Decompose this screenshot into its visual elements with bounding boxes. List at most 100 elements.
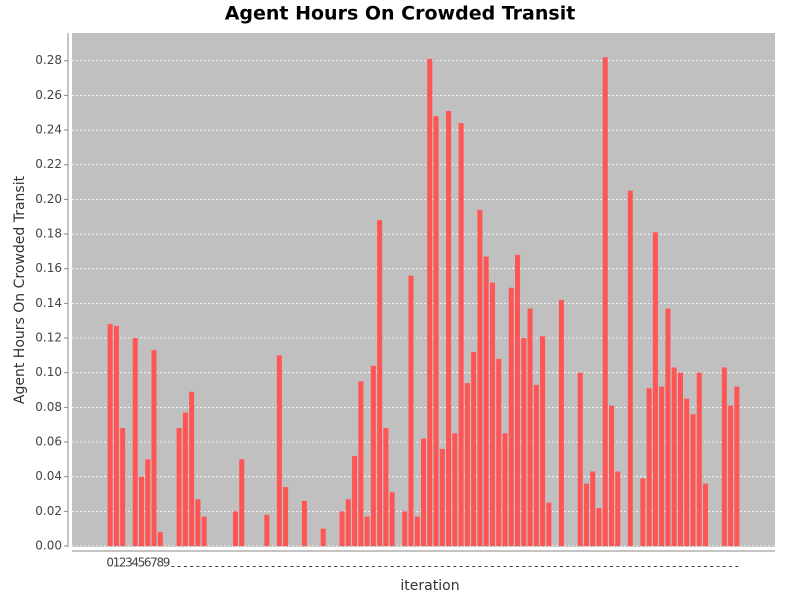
chart-title: Agent Hours On Crowded Transit bbox=[225, 3, 576, 25]
bar bbox=[684, 398, 690, 546]
bar bbox=[665, 308, 671, 546]
bar bbox=[132, 338, 138, 546]
x-tick-dots bbox=[678, 566, 682, 567]
x-tick-dots bbox=[660, 566, 664, 567]
x-tick-label: 5 bbox=[138, 556, 146, 570]
x-tick-dots bbox=[434, 566, 438, 567]
y-tick-label: 0.00 bbox=[35, 539, 62, 553]
x-tick-dots bbox=[522, 566, 526, 567]
x-tick-dots bbox=[697, 566, 701, 567]
x-tick-dots bbox=[353, 566, 357, 567]
x-tick-dots bbox=[666, 566, 670, 567]
bar bbox=[389, 492, 395, 546]
bar bbox=[370, 365, 376, 546]
x-tick-dots bbox=[334, 566, 338, 567]
bar bbox=[383, 428, 389, 546]
bar bbox=[458, 123, 464, 547]
x-tick-dots bbox=[290, 566, 294, 567]
x-tick-dots bbox=[284, 566, 288, 567]
bar bbox=[477, 209, 483, 546]
y-tick-label: 0.02 bbox=[35, 504, 62, 518]
bar bbox=[201, 516, 207, 546]
bar bbox=[533, 384, 539, 546]
x-tick-dots bbox=[365, 566, 369, 567]
x-tick-dots bbox=[183, 566, 187, 567]
x-tick-dots bbox=[233, 566, 237, 567]
bar bbox=[320, 528, 326, 546]
x-tick-dots bbox=[503, 566, 507, 567]
bar bbox=[577, 372, 583, 546]
x-tick-dots bbox=[584, 566, 588, 567]
x-tick-dots bbox=[422, 566, 425, 567]
x-tick-dots bbox=[459, 566, 463, 567]
y-tick-label: 0.06 bbox=[35, 435, 62, 449]
y-tick-label: 0.18 bbox=[35, 227, 62, 241]
bar bbox=[515, 254, 521, 547]
x-tick-dots bbox=[528, 566, 532, 567]
x-tick-label: 1 bbox=[113, 556, 121, 570]
x-tick-dots bbox=[190, 566, 194, 567]
x-tick-label: 8 bbox=[156, 556, 164, 570]
x-tick-dots bbox=[591, 566, 595, 567]
x-tick-dots bbox=[653, 566, 657, 567]
bar bbox=[527, 308, 533, 546]
x-tick-dots bbox=[321, 566, 325, 567]
x-tick-dots bbox=[578, 566, 582, 567]
bar bbox=[113, 325, 119, 546]
x-tick-dots bbox=[685, 566, 689, 567]
x-tick-dots bbox=[478, 566, 482, 567]
bar bbox=[521, 338, 527, 546]
x-tick-dots bbox=[171, 566, 175, 567]
bar bbox=[546, 502, 552, 546]
x-tick-dots bbox=[735, 566, 739, 567]
y-tick-label: 0.08 bbox=[35, 400, 62, 414]
bar bbox=[352, 455, 358, 546]
bar bbox=[671, 367, 677, 546]
x-tick-dots bbox=[271, 566, 275, 567]
y-tick-label: 0.26 bbox=[35, 88, 62, 102]
x-tick-dots bbox=[622, 566, 626, 567]
x-tick-dots bbox=[647, 566, 651, 567]
x-tick-label: 7 bbox=[150, 556, 158, 570]
bar bbox=[627, 190, 633, 547]
x-tick-dots bbox=[259, 566, 263, 567]
x-tick-dots bbox=[672, 566, 676, 567]
bar bbox=[151, 350, 157, 546]
x-tick-dots bbox=[302, 566, 306, 567]
bar bbox=[496, 358, 502, 546]
x-tick-dots bbox=[566, 566, 570, 567]
x-tick-dots bbox=[409, 566, 413, 567]
bar bbox=[721, 367, 727, 546]
y-tick-label: 0.04 bbox=[35, 469, 62, 483]
x-tick-dots bbox=[240, 566, 244, 567]
x-tick-dots bbox=[628, 566, 632, 567]
bar bbox=[408, 275, 414, 546]
x-tick-dots bbox=[610, 566, 614, 567]
x-tick-dots bbox=[547, 566, 551, 567]
x-tick-dots bbox=[710, 566, 714, 567]
x-tick-dots bbox=[722, 566, 726, 567]
x-tick-label: 2 bbox=[119, 556, 127, 570]
y-tick-label: 0.14 bbox=[35, 296, 62, 310]
bar bbox=[339, 511, 345, 546]
y-axis-label: Agent Hours On Crowded Transit bbox=[12, 175, 28, 404]
bar bbox=[283, 487, 289, 546]
bar bbox=[609, 405, 615, 546]
bar bbox=[446, 110, 452, 546]
bar bbox=[239, 459, 245, 546]
x-tick-dots bbox=[315, 566, 319, 567]
bar bbox=[558, 299, 564, 546]
bar bbox=[182, 412, 188, 546]
bar bbox=[652, 232, 658, 546]
y-tick-label: 0.10 bbox=[35, 365, 62, 379]
bar bbox=[138, 476, 144, 546]
x-tick-dots bbox=[177, 566, 181, 567]
x-tick-dots bbox=[371, 566, 375, 567]
x-tick-dots bbox=[490, 566, 494, 567]
x-tick-dots bbox=[447, 566, 451, 567]
x-tick-dots bbox=[378, 566, 382, 567]
x-tick-dots bbox=[572, 566, 576, 567]
x-tick-label: 6 bbox=[144, 556, 152, 570]
x-tick-dots bbox=[277, 566, 281, 567]
